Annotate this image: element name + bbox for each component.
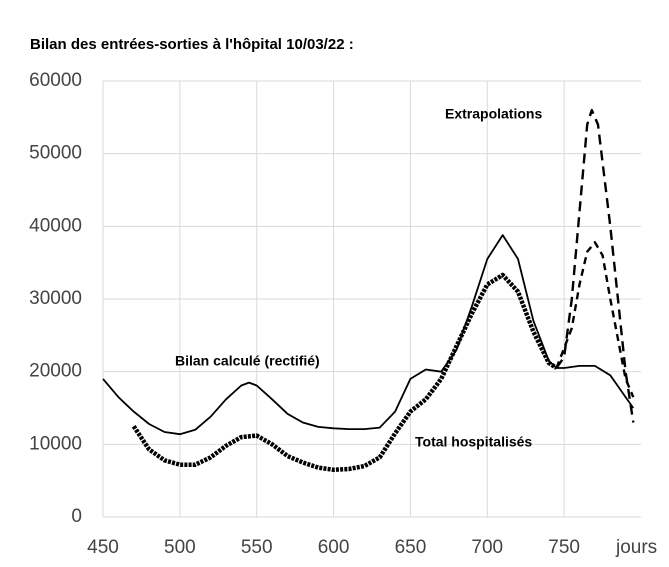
y-tick-label: 10000 <box>29 433 82 454</box>
series-line <box>555 108 635 423</box>
y-tick-label: 0 <box>71 506 82 527</box>
series-line <box>102 234 635 436</box>
x-tick-label: 450 <box>87 537 119 558</box>
y-tick-label: 30000 <box>29 288 82 309</box>
y-tick-label: 50000 <box>29 143 82 164</box>
x-tick-label: 500 <box>164 537 196 558</box>
x-axis-label: jours <box>615 537 657 558</box>
chart-title: Bilan des entrées-sorties à l'hôpital 10… <box>30 36 354 53</box>
y-tick-label: 40000 <box>29 215 82 236</box>
x-tick-label: 600 <box>318 537 350 558</box>
x-tick-label: 650 <box>395 537 427 558</box>
y-tick-label: 60000 <box>29 70 82 91</box>
series-label: Bilan calculé (rectifié) <box>175 353 320 369</box>
series-line <box>131 272 558 473</box>
series-line <box>555 241 635 398</box>
x-tick-label: 550 <box>241 537 273 558</box>
x-tick-label: 750 <box>548 537 580 558</box>
series-label: Total hospitalisés <box>415 434 532 450</box>
series-label: Extrapolations <box>445 106 542 122</box>
y-tick-label: 20000 <box>29 361 82 382</box>
x-tick-label: 700 <box>471 537 503 558</box>
